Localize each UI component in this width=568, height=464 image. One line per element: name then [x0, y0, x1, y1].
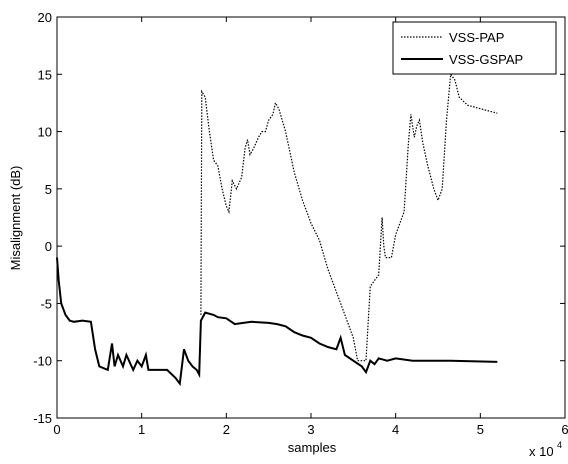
x-multiplier-exponent: 4 — [557, 440, 562, 450]
y-tick-label: 5 — [45, 182, 52, 197]
x-axis-label: samples — [288, 440, 337, 455]
y-tick-label: 15 — [38, 67, 52, 82]
x-tick-label: 1 — [138, 422, 145, 437]
x-tick-label: 2 — [223, 422, 230, 437]
y-tick-label: 20 — [38, 10, 52, 25]
y-tick-label: 0 — [45, 239, 52, 254]
x-tick-label: 5 — [477, 422, 484, 437]
y-tick-label: 10 — [38, 125, 52, 140]
x-tick-label: 4 — [392, 422, 399, 437]
y-tick-label: -15 — [33, 411, 52, 426]
x-tick-label: 0 — [53, 422, 60, 437]
series-line — [200, 72, 498, 362]
x-tick-label: 3 — [307, 422, 314, 437]
y-tick-label: -10 — [33, 354, 52, 369]
y-tick-label: -5 — [40, 296, 52, 311]
legend-label: VSS-GSPAP — [449, 52, 523, 67]
legend-label: VSS-PAP — [449, 30, 504, 45]
y-axis-label: Misalignment (dB) — [8, 166, 23, 271]
x-multiplier: x 10 — [529, 444, 554, 459]
legend-box — [392, 21, 557, 75]
series-line — [56, 257, 498, 387]
x-tick-label: 6 — [561, 422, 568, 437]
